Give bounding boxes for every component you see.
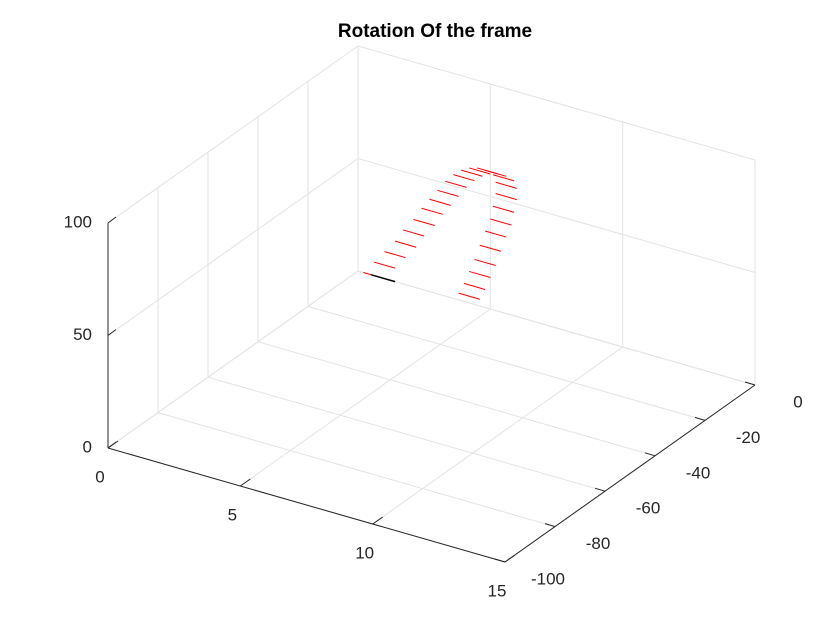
- y-tick: [694, 416, 706, 421]
- grid-line: [257, 341, 656, 457]
- quiver-arrow: [373, 261, 396, 269]
- y-tick-label: -20: [736, 428, 761, 447]
- y-tick-label: -40: [686, 463, 711, 482]
- y-tick-label: -80: [586, 534, 611, 553]
- grid-line: [357, 45, 756, 161]
- y-tick: [544, 523, 556, 528]
- quiver-arrow: [490, 218, 512, 226]
- z-tick: [107, 329, 117, 336]
- quiver-arrow: [384, 251, 406, 259]
- z-tick-label: 50: [73, 325, 92, 344]
- x-tick: [504, 554, 516, 563]
- z-tick: [107, 441, 117, 449]
- y-tick: [494, 558, 506, 563]
- chart-title: Rotation Of the frame: [338, 21, 532, 42]
- quiver-arrow: [469, 270, 491, 278]
- quiver-arrow: [421, 207, 443, 215]
- z-tick: [107, 216, 117, 224]
- quiver-arrow: [495, 193, 517, 201]
- grid-line: [357, 158, 756, 273]
- grid-line: [107, 270, 359, 449]
- y-tick-label: 0: [793, 392, 802, 411]
- grid-line: [207, 376, 606, 492]
- quiver-arrow: [492, 174, 515, 182]
- quiver-arrow: [453, 174, 475, 182]
- quiver-arrow: [402, 229, 425, 237]
- quiver-arrow: [479, 244, 502, 252]
- x-tick: [240, 478, 251, 487]
- x-axis: [107, 447, 506, 563]
- y-tick: [744, 381, 756, 386]
- quiver-arrow: [474, 258, 496, 267]
- quiver-arrow: [463, 282, 486, 290]
- quiver-arrow: [429, 198, 451, 206]
- z-tick-label: 0: [83, 437, 92, 456]
- grid-line: [372, 346, 623, 525]
- x-tick: [372, 516, 383, 525]
- x-tick-label: 15: [488, 581, 507, 600]
- x-tick-label: 5: [228, 505, 237, 524]
- quiver-arrow: [469, 167, 491, 175]
- y-axis: [504, 384, 756, 563]
- y-tick-label: -100: [531, 569, 565, 588]
- grid-line: [307, 305, 706, 421]
- grid-line: [157, 412, 556, 528]
- quiver-arrow: [484, 169, 507, 177]
- quiver-arrow: [445, 180, 467, 188]
- grid-line: [107, 45, 359, 224]
- quiver-arrow: [413, 218, 435, 227]
- x-tick-label: 0: [95, 467, 104, 486]
- quiver-arrow: [495, 181, 517, 189]
- grid-line: [240, 308, 491, 487]
- quiver-arrow: [458, 292, 480, 300]
- grid-line: [357, 270, 756, 386]
- frame-line: [371, 274, 396, 283]
- y-tick: [594, 487, 606, 492]
- z-tick-label: 100: [64, 212, 92, 231]
- x-tick-label: 10: [355, 543, 374, 562]
- quiver-arrow: [492, 205, 515, 213]
- y-tick-label: -60: [636, 499, 661, 518]
- grid-line: [107, 158, 359, 336]
- quiver-arrow: [461, 169, 483, 177]
- y-tick: [644, 452, 656, 457]
- quiver-arrow: [484, 230, 507, 238]
- quiver-arrow: [437, 189, 459, 197]
- quiver-arrow: [394, 240, 417, 248]
